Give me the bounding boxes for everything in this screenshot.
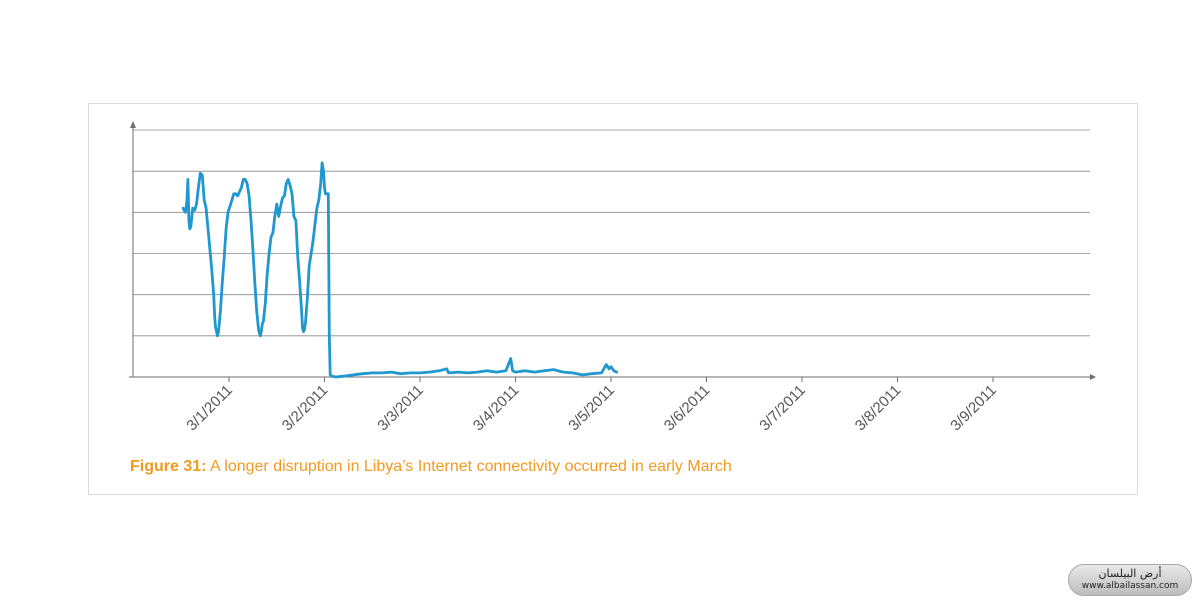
- x-tick-labels: 3/1/2011 3/2/2011 3/3/2011 3/4/2011 3/5/2011…: [183, 382, 1000, 435]
- figure-frame: [88, 103, 1138, 495]
- series-group: [181, 161, 619, 379]
- x-tick-label: 3/6/2011: [661, 382, 714, 435]
- series-line: [181, 161, 619, 379]
- watermark-arabic-text: أرض البيلسان: [1098, 567, 1162, 580]
- figure-caption: Figure 31: A longer disruption in Libya’…: [130, 458, 732, 476]
- x-tick-label: 3/7/2011: [756, 382, 809, 435]
- y-axis-arrow: [130, 121, 136, 128]
- x-tick-label: 3/5/2011: [565, 382, 618, 435]
- watermark-badge: أرض البيلسان www.albailassan.com: [1068, 564, 1192, 596]
- x-tick-label: 3/8/2011: [852, 382, 905, 435]
- x-tick-label: 3/1/2011: [183, 382, 236, 435]
- x-tick-label: 3/9/2011: [947, 382, 1000, 435]
- figure-caption-text: A longer disruption in Libya’s Internet …: [206, 458, 732, 475]
- x-tick-label: 3/4/2011: [470, 382, 523, 435]
- axes: [129, 121, 1096, 380]
- x-ticks: [228, 377, 994, 382]
- figure-label: Figure 31:: [130, 458, 207, 475]
- watermark-url: www.albailassan.com: [1081, 581, 1179, 591]
- x-tick-label: 3/3/2011: [374, 382, 427, 435]
- x-axis-arrow: [1090, 374, 1096, 380]
- x-tick-label: 3/2/2011: [279, 382, 332, 435]
- gridlines: [133, 129, 1090, 337]
